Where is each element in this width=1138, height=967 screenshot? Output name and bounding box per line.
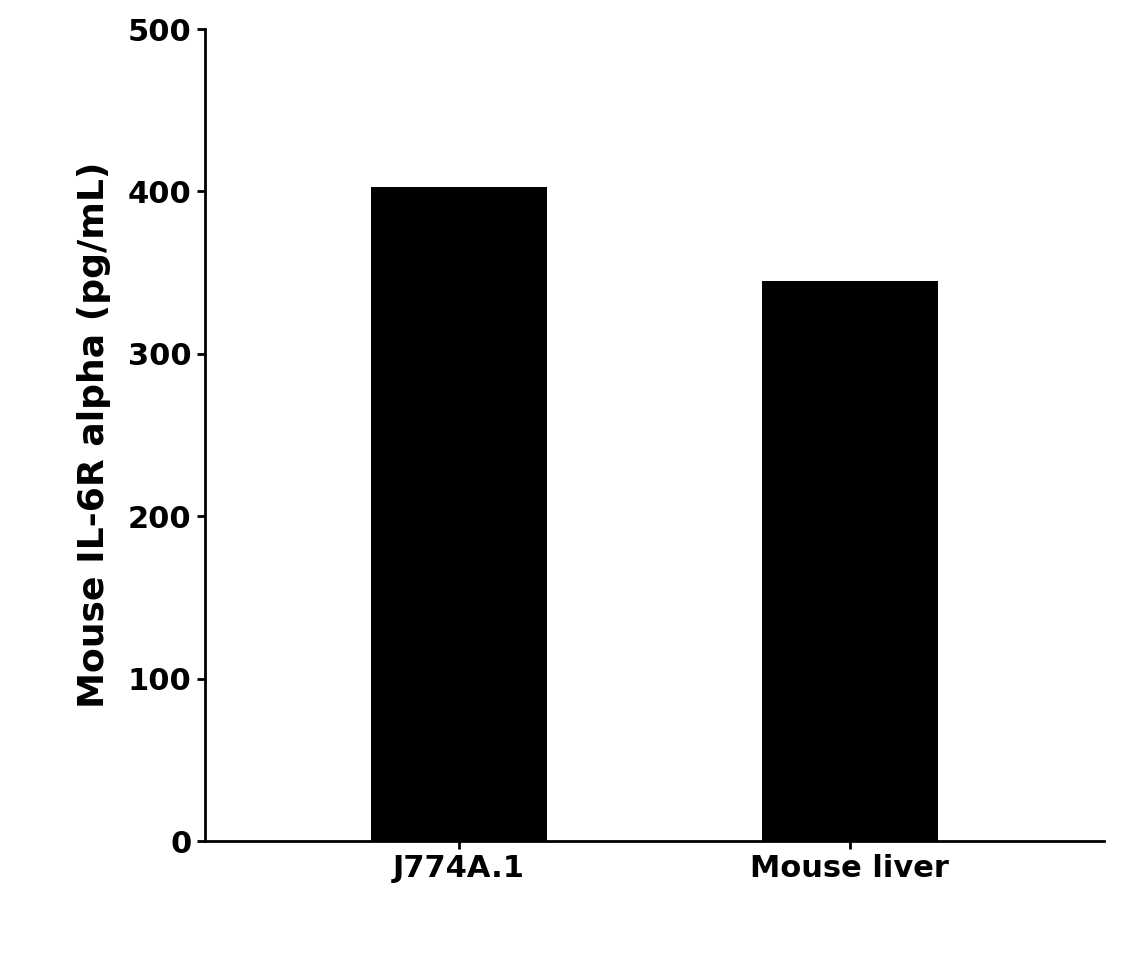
Y-axis label: Mouse IL-6R alpha (pg/mL): Mouse IL-6R alpha (pg/mL): [77, 161, 112, 709]
Bar: [761, 280, 938, 841]
Bar: [371, 188, 547, 841]
